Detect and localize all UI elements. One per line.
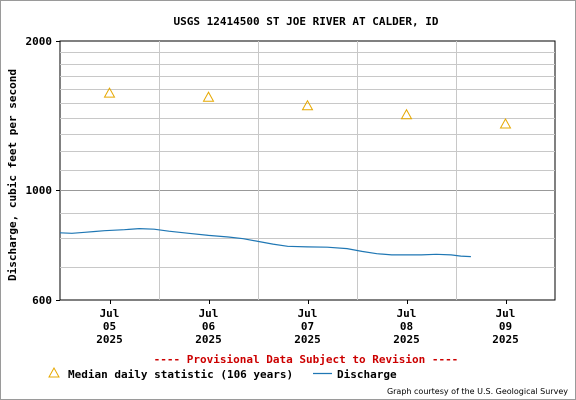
x-tick-text: 09 — [499, 320, 512, 333]
x-tick-text: Jul — [397, 307, 417, 320]
x-tick-text: 2025 — [393, 333, 420, 346]
series-layer — [59, 87, 512, 258]
provisional-notice: ---- Provisional Data Subject to Revisio… — [154, 353, 459, 366]
y-axis-label: Discharge, cubic feet per second — [6, 69, 19, 281]
y-tick-label: 600 — [32, 294, 52, 307]
median-point — [301, 99, 314, 111]
x-tick-labels: Jul052025Jul062025Jul072025Jul082025Jul0… — [96, 300, 519, 346]
y-tick-labels: 2000 1000 600 — [26, 35, 60, 307]
x-tick-text: Jul — [100, 307, 120, 320]
credit-text: Graph courtesy of the U.S. Geological Su… — [387, 387, 568, 396]
x-tick-text: Jul — [199, 307, 219, 320]
discharge-line — [59, 227, 471, 258]
legend: Median daily statistic (106 years) Discha… — [48, 366, 397, 381]
gridlines — [60, 41, 555, 300]
x-tick-text: 05 — [103, 320, 116, 333]
y-tick-label: 1000 — [26, 184, 53, 197]
x-tick-text: Jul — [496, 307, 516, 320]
median-point — [103, 87, 116, 98]
triangle-icon — [48, 366, 60, 378]
chart-title: USGS 12414500 ST JOE RIVER AT CALDER, ID — [174, 15, 439, 28]
median-point — [499, 117, 512, 129]
median-point — [202, 91, 215, 102]
x-tick-text: 06 — [202, 320, 216, 333]
median-point — [400, 108, 413, 120]
legend-label-median: Median daily statistic (106 years) — [68, 368, 293, 381]
y-tick-label: 2000 — [26, 35, 53, 48]
x-tick-text: 07 — [301, 320, 314, 333]
x-tick-text: 2025 — [492, 333, 519, 346]
x-tick-text: 2025 — [96, 333, 123, 346]
legend-label-discharge: Discharge — [337, 368, 397, 381]
x-tick-text: 08 — [400, 320, 413, 333]
x-tick-text: 2025 — [294, 333, 321, 346]
x-tick-text: 2025 — [195, 333, 222, 346]
x-tick-text: Jul — [298, 307, 318, 320]
